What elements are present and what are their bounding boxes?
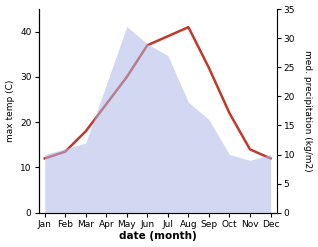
Y-axis label: med. precipitation (kg/m2): med. precipitation (kg/m2): [303, 50, 313, 172]
X-axis label: date (month): date (month): [119, 231, 197, 242]
Y-axis label: max temp (C): max temp (C): [5, 80, 15, 142]
